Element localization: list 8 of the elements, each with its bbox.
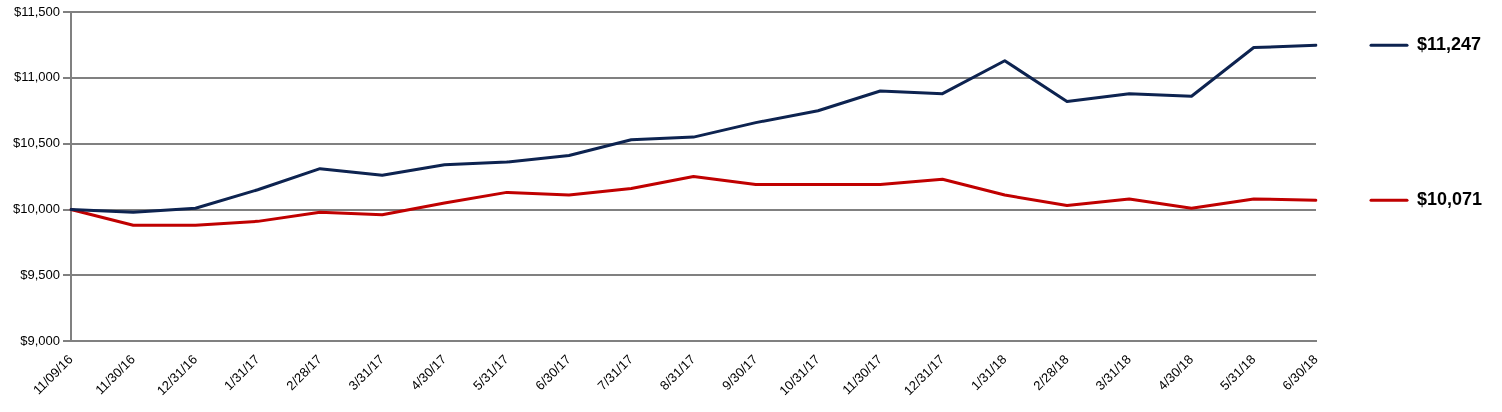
text: $10,071 [1417, 189, 1483, 210]
y-tick-label: $9,500 [20, 266, 60, 282]
y-tick-label: $10,000 [12, 201, 60, 217]
y-tick-label: $10,500 [12, 135, 60, 151]
y-tick-label: $11,000 [13, 69, 60, 85]
y-tick-label: $9,000 [20, 332, 60, 348]
y-tick-label: $11,500 [13, 3, 60, 19]
text: $11,247 [1417, 34, 1482, 55]
